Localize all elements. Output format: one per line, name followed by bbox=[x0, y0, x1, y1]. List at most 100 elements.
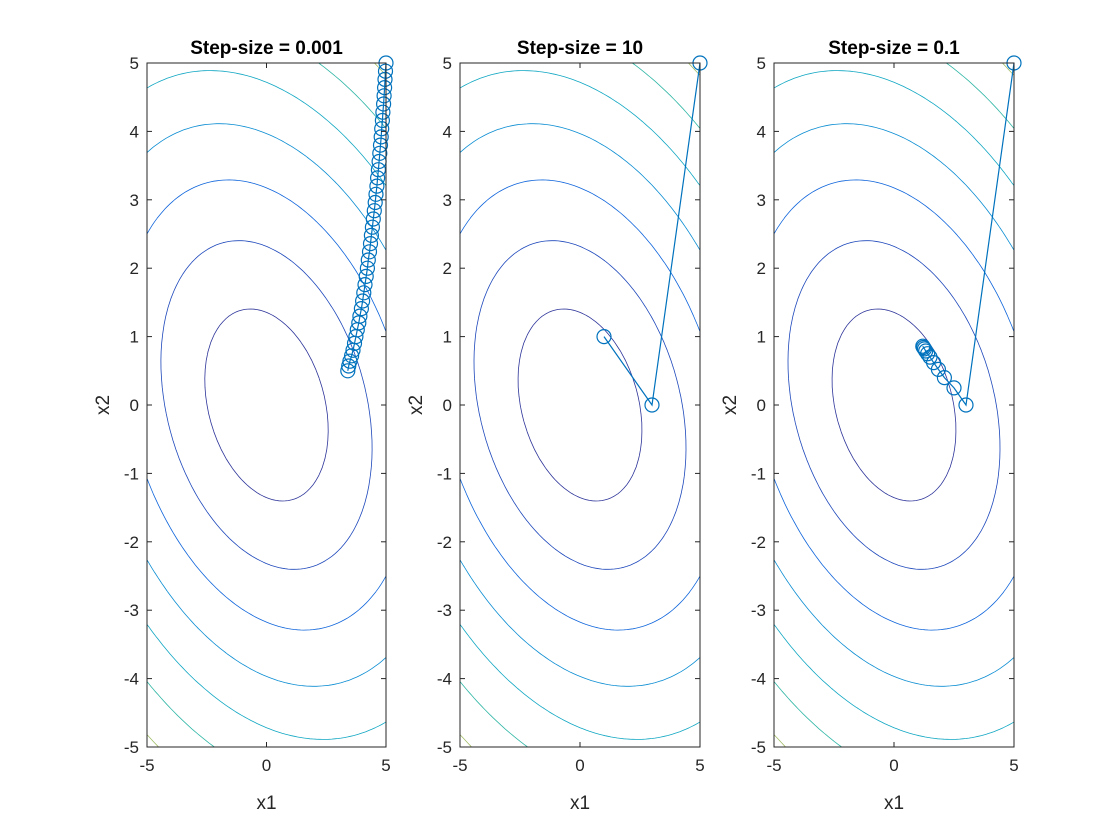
x-axis-label: x1 bbox=[256, 793, 276, 814]
path-point bbox=[346, 335, 363, 351]
path-point bbox=[360, 252, 376, 268]
y-tick-label: 3 bbox=[757, 191, 766, 210]
contour-line bbox=[774, 70, 1014, 740]
y-axis-label: x2 bbox=[720, 395, 741, 415]
path-point bbox=[375, 104, 391, 120]
path-point bbox=[341, 358, 357, 374]
path-point bbox=[370, 170, 386, 186]
y-tick-label: 4 bbox=[757, 122, 766, 141]
y-tick-label: -5 bbox=[124, 738, 139, 757]
y-tick-label: -1 bbox=[751, 464, 766, 483]
x-tick-label: 0 bbox=[889, 756, 898, 775]
path-line bbox=[347, 62, 387, 371]
axis-ticks: -5 0 5 -5 -4 -3 -2 -1 0 1 2 3 4 5 bbox=[751, 54, 1019, 775]
contour-line bbox=[460, 70, 700, 740]
path-point bbox=[936, 370, 953, 386]
contour-line bbox=[787, 240, 1001, 570]
path-point bbox=[365, 211, 381, 227]
path-point bbox=[374, 121, 390, 137]
contour-lines bbox=[460, 63, 700, 747]
path-point bbox=[366, 203, 382, 219]
y-tick-label: -4 bbox=[124, 670, 139, 689]
path-point bbox=[958, 397, 974, 413]
chart-title: Step-size = 10 bbox=[517, 38, 643, 59]
x-tick-label: 5 bbox=[1009, 756, 1018, 775]
path-point bbox=[916, 341, 933, 357]
subplot-step-size-0-001: -5 0 5 -5 -4 -3 -2 -1 0 1 2 3 4 5 Step-size = 0.001 x… bbox=[93, 38, 394, 814]
axis-ticks: -5 0 5 -5 -4 -3 -2 -1 0 1 2 3 4 5 bbox=[124, 54, 391, 775]
contour-line bbox=[473, 240, 687, 570]
y-tick-label: 4 bbox=[130, 122, 139, 141]
x-tick-label: 0 bbox=[262, 756, 271, 775]
y-tick-label: -1 bbox=[437, 464, 452, 483]
contour-line bbox=[460, 123, 700, 687]
y-tick-label: -5 bbox=[437, 738, 452, 757]
path-point bbox=[377, 71, 393, 88]
contour-line bbox=[147, 179, 386, 631]
path-point bbox=[376, 88, 392, 104]
x-tick-label: -5 bbox=[452, 756, 467, 775]
y-tick-label: 2 bbox=[443, 259, 452, 278]
path-point bbox=[362, 236, 379, 252]
y-tick-label: -2 bbox=[124, 533, 139, 552]
contour-line bbox=[147, 63, 386, 747]
axis-ticks: -5 0 5 -5 -4 -3 -2 -1 0 1 2 3 4 5 bbox=[437, 54, 705, 775]
y-tick-label: -3 bbox=[124, 601, 139, 620]
contour-line bbox=[460, 179, 700, 631]
path-point bbox=[361, 244, 378, 260]
y-tick-label: 0 bbox=[757, 396, 766, 415]
path-point bbox=[363, 227, 379, 243]
y-tick-label: 2 bbox=[130, 259, 139, 278]
path-point bbox=[356, 285, 372, 301]
path-point bbox=[353, 301, 369, 317]
path-point bbox=[377, 79, 393, 96]
subplot-step-size-10: -5 0 5 -5 -4 -3 -2 -1 0 1 2 3 4 5 Step-size = 10 x1 x… bbox=[406, 38, 708, 814]
contour-lines bbox=[147, 63, 386, 747]
y-tick-label: 2 bbox=[757, 259, 766, 278]
contour-line bbox=[147, 123, 386, 687]
y-tick-label: 5 bbox=[443, 54, 452, 73]
y-tick-label: 0 bbox=[443, 396, 452, 415]
chart-title: Step-size = 0.001 bbox=[190, 38, 343, 59]
path-point bbox=[359, 260, 375, 276]
y-tick-label: 1 bbox=[757, 328, 766, 347]
y-axis-label: x2 bbox=[93, 395, 114, 415]
contour-line bbox=[460, 63, 700, 747]
x-axis-label: x1 bbox=[570, 793, 590, 814]
y-tick-label: 1 bbox=[130, 328, 139, 347]
path-point bbox=[340, 363, 356, 379]
y-tick-label: 5 bbox=[757, 54, 766, 73]
path-point bbox=[355, 293, 371, 309]
y-tick-label: 5 bbox=[130, 54, 139, 73]
descent-path bbox=[596, 55, 708, 413]
contour-lines bbox=[774, 63, 1014, 747]
path-point bbox=[372, 137, 389, 153]
y-tick-label: -4 bbox=[751, 670, 766, 689]
path-point bbox=[364, 219, 380, 235]
y-tick-label: 0 bbox=[130, 396, 139, 415]
path-point bbox=[596, 329, 612, 345]
path-point bbox=[373, 129, 389, 145]
path-point bbox=[357, 277, 373, 293]
y-tick-label: -2 bbox=[437, 533, 452, 552]
y-tick-label: 1 bbox=[443, 328, 452, 347]
x-axis-label: x1 bbox=[884, 793, 904, 814]
descent-path bbox=[915, 55, 1022, 413]
y-tick-label: -3 bbox=[751, 601, 766, 620]
contour-line bbox=[147, 70, 386, 740]
path-point bbox=[368, 186, 384, 202]
contour-line bbox=[460, 63, 700, 747]
path-point bbox=[376, 96, 392, 112]
y-tick-label: 3 bbox=[130, 191, 139, 210]
y-tick-label: -1 bbox=[124, 464, 139, 483]
x-tick-label: -5 bbox=[766, 756, 781, 775]
chart-title: Step-size = 0.1 bbox=[828, 38, 960, 59]
contour-line bbox=[774, 63, 1014, 747]
y-tick-label: 3 bbox=[443, 191, 452, 210]
x-tick-label: 0 bbox=[575, 756, 584, 775]
contour-line bbox=[774, 179, 1014, 631]
path-point bbox=[369, 178, 385, 194]
path-point bbox=[370, 162, 386, 178]
